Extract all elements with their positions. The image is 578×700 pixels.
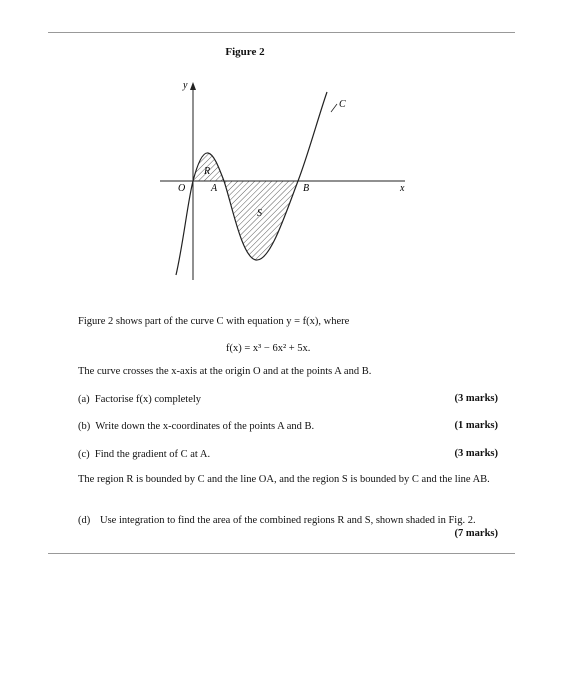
part-d-label: (d) bbox=[78, 515, 91, 526]
part-marks: (7 marks) bbox=[454, 528, 498, 539]
part-d-text: Use integration to find the area of the … bbox=[100, 515, 476, 526]
origin-label: O bbox=[178, 183, 185, 194]
equation: f(x) = x³ − 6x² + 5x. bbox=[226, 343, 311, 354]
part-label: (b) bbox=[78, 421, 91, 432]
point-b-label: B bbox=[303, 183, 309, 194]
curve bbox=[175, 91, 328, 276]
part-marks: (3 marks) bbox=[454, 448, 498, 459]
part-a: (a) Factorise f(x) completely bbox=[78, 393, 201, 407]
part-label: (a) bbox=[78, 394, 90, 405]
point-a-label: A bbox=[210, 183, 218, 194]
part-marks: (1 marks) bbox=[454, 420, 498, 431]
figure-title: Figure 2 bbox=[225, 46, 265, 58]
curve-pointer bbox=[330, 103, 338, 113]
intro: Figure 2 shows part of the curve C with … bbox=[78, 316, 350, 327]
bottom-rule bbox=[48, 553, 515, 554]
y-label: y bbox=[182, 80, 188, 91]
region-s-label: S bbox=[257, 208, 262, 219]
y-arrow bbox=[190, 82, 196, 90]
part-marks: (3 marks) bbox=[454, 393, 498, 404]
part-label: (c) bbox=[78, 449, 90, 460]
part-text: Factorise f(x) completely bbox=[94, 394, 202, 405]
part-b: (b) Write down the x-coordinates of the … bbox=[78, 420, 314, 434]
region-statement: The region R is bounded by C and the lin… bbox=[78, 474, 490, 485]
part-text: Write down the x-coordinates of the poin… bbox=[95, 421, 315, 432]
statement: The curve crosses the x-axis at the orig… bbox=[78, 366, 372, 377]
region-r-label: R bbox=[203, 166, 210, 177]
part-text: Find the gradient of C at A. bbox=[94, 449, 211, 460]
curve-label: C bbox=[339, 99, 346, 110]
figure: y x O A B C R S bbox=[160, 80, 405, 280]
top-rule bbox=[48, 32, 515, 33]
x-label: x bbox=[399, 183, 405, 194]
part-c: (c) Find the gradient of C at A. bbox=[78, 448, 210, 462]
region-s bbox=[224, 181, 298, 261]
